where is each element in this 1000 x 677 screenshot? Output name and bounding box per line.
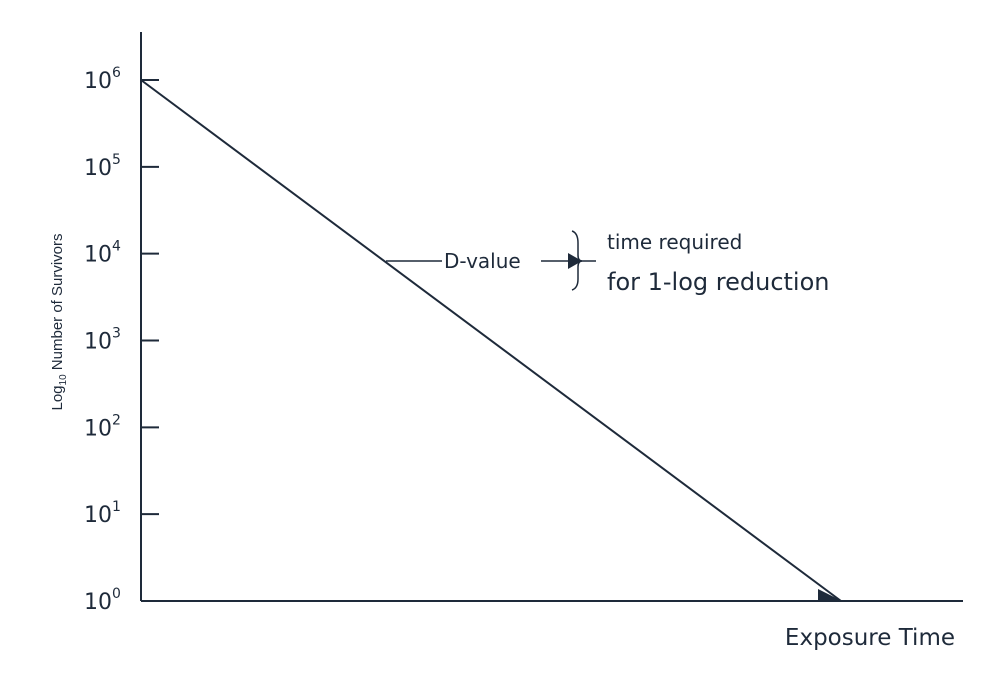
y-axis-label: Log10 Number of Survivors (49, 233, 69, 410)
y-tick-label-exponent: 6 (112, 65, 121, 81)
d-value-brace (571, 230, 583, 291)
y-tick-label: 105 (84, 152, 121, 181)
d-value-label: D-value (444, 249, 521, 273)
y-tick-label-exponent: 3 (112, 326, 121, 342)
y-tick-label: 102 (84, 412, 121, 441)
y-tick-label-exponent: 0 (112, 586, 121, 602)
curve-end-marker (818, 589, 840, 600)
d-value-description-line2: for 1-log reduction (607, 268, 830, 296)
survivor-curve-line (140, 79, 842, 602)
y-tick-label-exponent: 4 (112, 239, 121, 255)
y-tick-label-exponent: 2 (112, 412, 121, 428)
y-tick-label: 101 (84, 499, 121, 528)
y-tick-label: 103 (84, 326, 121, 355)
y-tick-label-base: 10 (84, 243, 112, 268)
y-tick-label: 100 (84, 586, 121, 615)
y-tick-label-exponent: 1 (112, 499, 121, 515)
d-value-arrowhead (568, 253, 582, 269)
y-tick-label-base: 10 (84, 590, 112, 615)
y-tick-label-base: 10 (84, 416, 112, 441)
y-tick-label-exponent: 5 (112, 152, 121, 168)
y-axis-label-suffix: Number of Survivors (49, 233, 66, 374)
y-axis-label-subscript: 10 (58, 374, 69, 386)
y-tick-label: 104 (84, 239, 121, 268)
y-tick-label-base: 10 (84, 69, 112, 94)
y-tick-label-base: 10 (84, 156, 112, 181)
y-tick-label-base: 10 (84, 503, 112, 528)
d-value-description-line1: time required (607, 230, 742, 254)
y-tick-label-base: 10 (84, 330, 112, 355)
series-group (140, 79, 842, 602)
y-tick-label: 106 (84, 65, 121, 94)
y-axis-label-prefix: Log (49, 385, 66, 410)
x-axis-label: Exposure Time (785, 625, 955, 651)
